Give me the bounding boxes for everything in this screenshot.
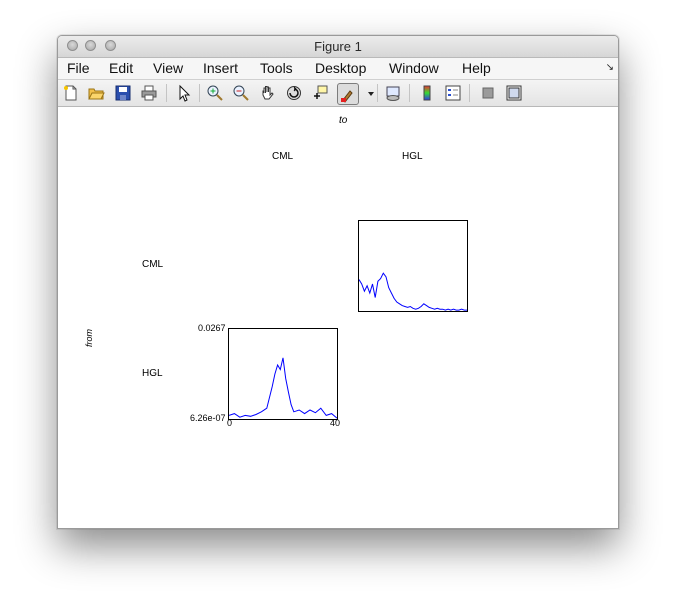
menu-desktop[interactable]: Desktop (315, 60, 367, 76)
pan-hand-icon[interactable] (259, 84, 277, 102)
zoom-in-icon[interactable] (206, 84, 224, 102)
menu-tools[interactable]: Tools (260, 60, 293, 76)
new-figure-icon[interactable] (62, 84, 80, 102)
to-label: to (339, 115, 348, 126)
toolbar-separator (166, 84, 167, 102)
menu-edit[interactable]: Edit (109, 60, 134, 76)
rotate-3d-icon[interactable] (285, 84, 303, 102)
open-file-icon[interactable] (87, 84, 105, 102)
link-plot-icon[interactable] (384, 84, 402, 102)
figure-canvas: to CML HGL CML HGL from 0.0267 6.26e-07 … (58, 107, 618, 528)
data-cursor-icon[interactable] (311, 84, 329, 102)
plot-hgl-to-hgl (229, 357, 337, 419)
axes-cml-to-hgl[interactable] (358, 220, 468, 312)
series-line (229, 357, 337, 419)
hide-plot-tools-icon[interactable] (479, 84, 497, 102)
row-label-cml: CML (142, 259, 164, 270)
row-label-hgl: HGL (142, 368, 163, 379)
brush-dropdown-icon[interactable] (362, 84, 374, 102)
x-min-tick-label: 0 (227, 418, 233, 428)
brush-icon[interactable] (337, 83, 359, 105)
toolbar-separator (469, 84, 470, 102)
y-max-tick-label: 0.0267 (198, 323, 226, 333)
toolbar-separator (199, 84, 200, 102)
save-icon[interactable] (114, 84, 132, 102)
dock-arrow-icon[interactable]: ↘ (605, 62, 614, 73)
zoom-window-button[interactable] (105, 40, 116, 51)
legend-icon[interactable] (444, 84, 462, 102)
menu-view[interactable]: View (153, 60, 184, 76)
show-plot-tools-icon[interactable] (505, 84, 523, 102)
pointer-icon[interactable] (175, 84, 193, 102)
toolbar-separator (409, 84, 410, 102)
zoom-out-icon[interactable] (232, 84, 250, 102)
figure-window: Figure 1 File Edit View Insert Tools Des… (57, 35, 619, 529)
window-title: Figure 1 (314, 39, 362, 54)
x-max-tick-label: 40 (330, 418, 341, 428)
column-label-cml: CML (272, 151, 294, 162)
series-line (359, 272, 467, 311)
title-bar: Figure 1 (58, 36, 618, 58)
menu-window[interactable]: Window (389, 60, 439, 76)
axes-hgl-to-hgl[interactable] (228, 328, 338, 420)
menu-help[interactable]: Help (462, 60, 491, 76)
close-window-button[interactable] (67, 40, 78, 51)
column-label-hgl: HGL (402, 151, 423, 162)
colorbar-icon[interactable] (418, 84, 436, 102)
menu-insert[interactable]: Insert (203, 60, 239, 76)
minimize-window-button[interactable] (85, 40, 96, 51)
toolbar-separator (377, 84, 378, 102)
figure-toolbar (58, 80, 618, 107)
y-min-tick-label: 6.26e-07 (190, 413, 226, 423)
plot-cml-to-hgl (359, 272, 467, 311)
menu-file[interactable]: File (67, 60, 90, 76)
menu-bar: File Edit View Insert Tools Desktop Wind… (58, 58, 618, 80)
from-label: from (84, 329, 94, 347)
print-icon[interactable] (140, 84, 158, 102)
